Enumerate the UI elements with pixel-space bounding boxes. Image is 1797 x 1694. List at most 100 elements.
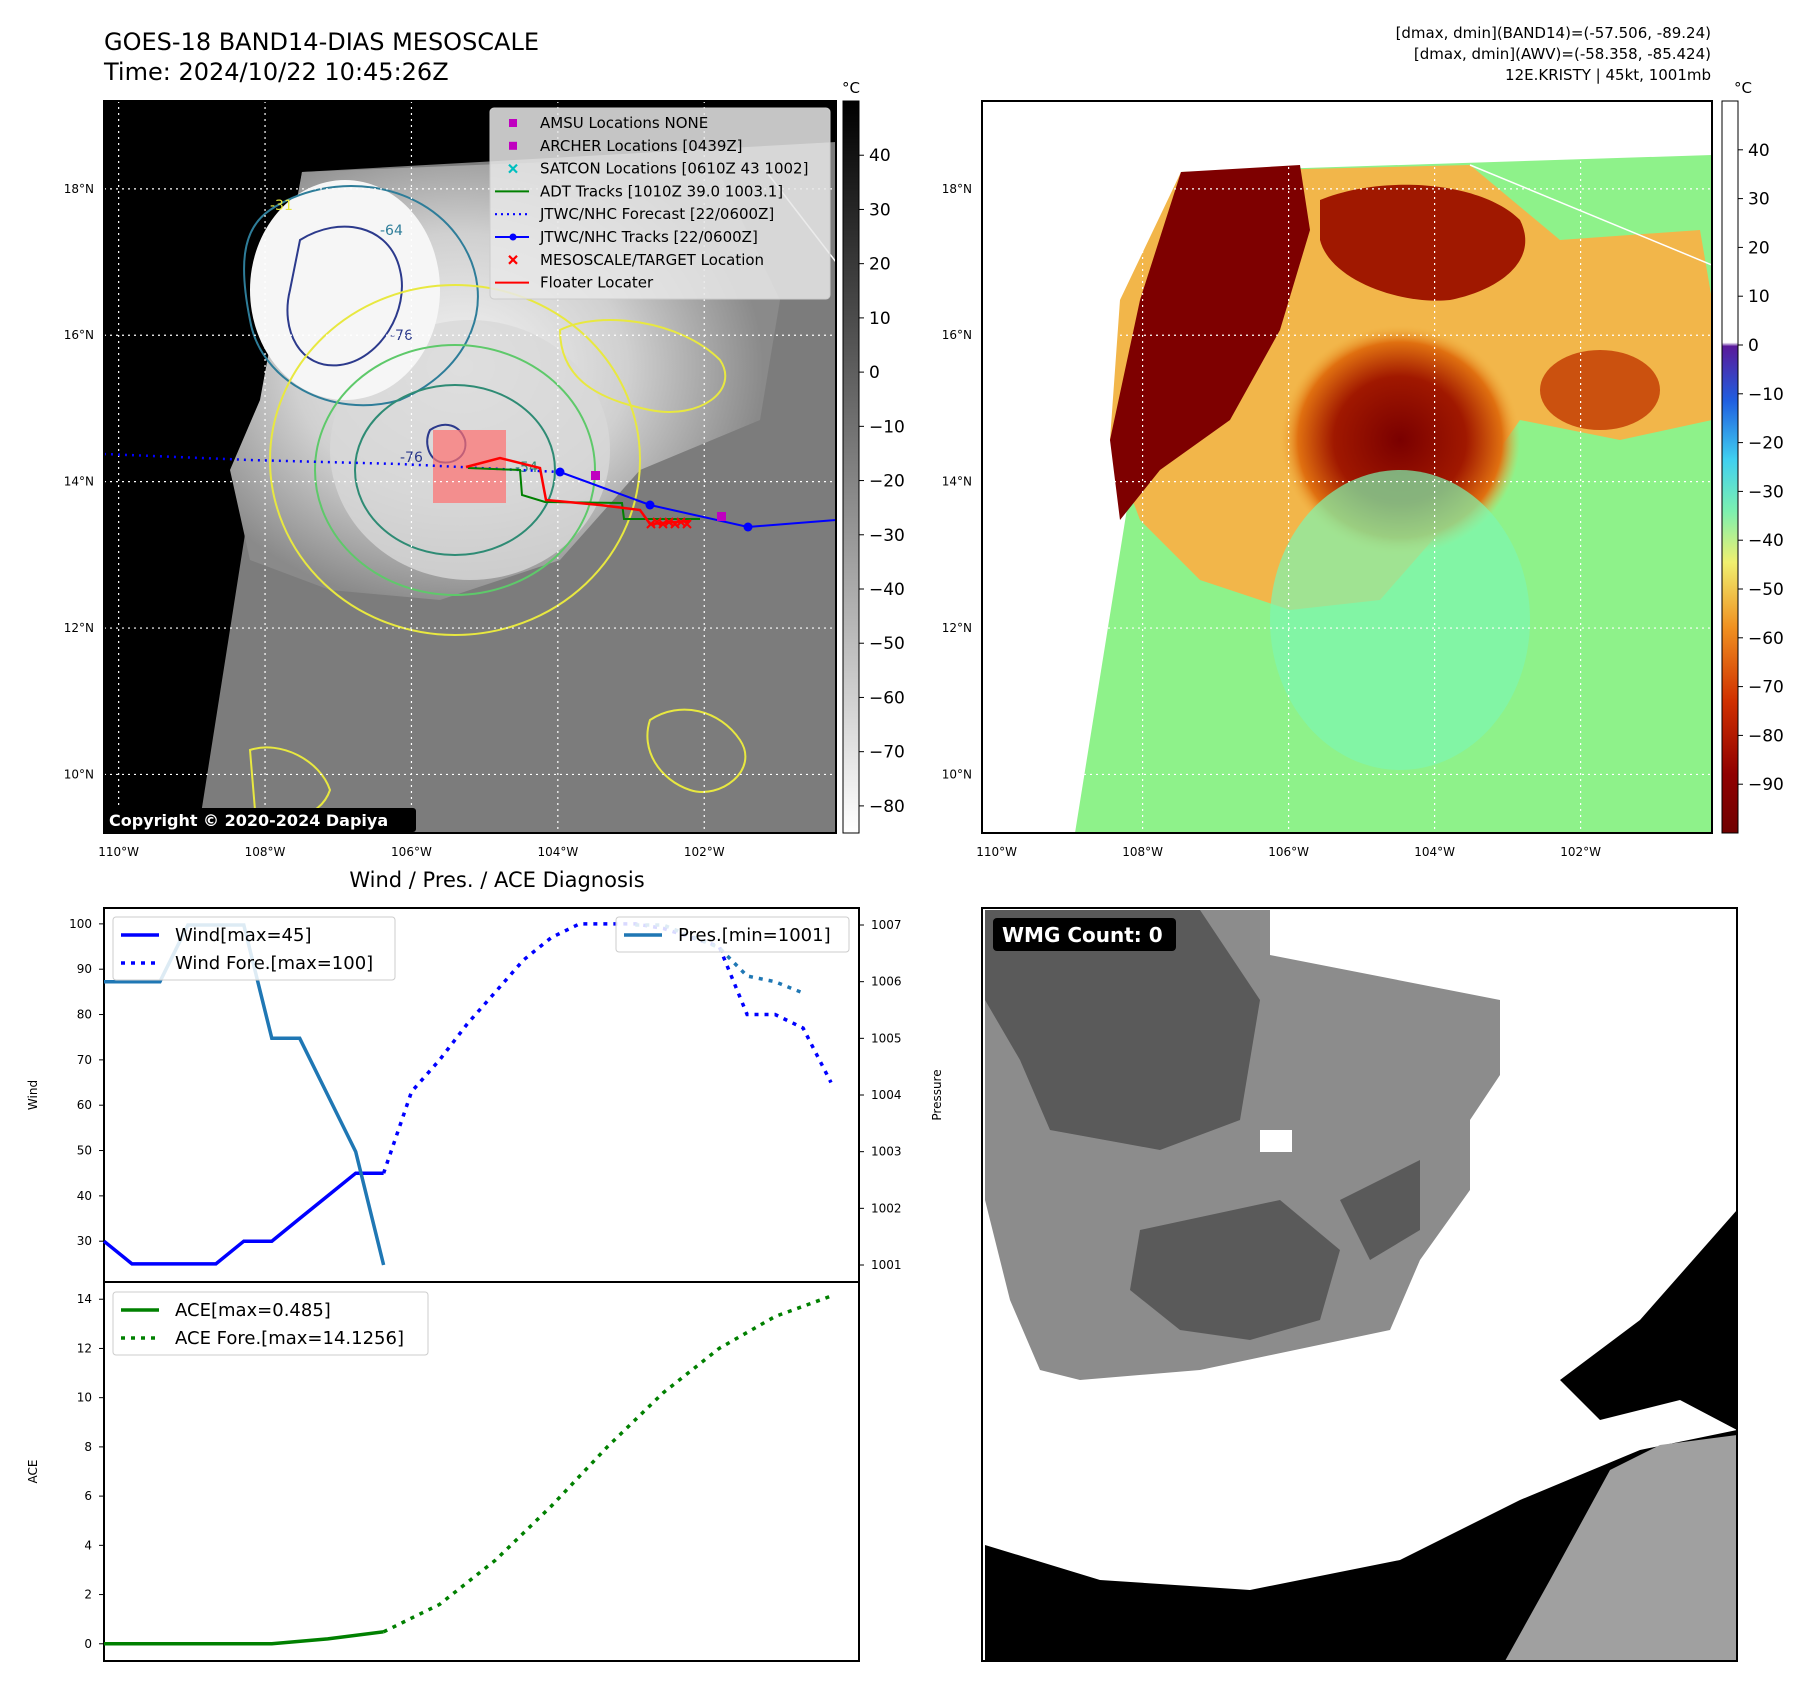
colorbar-tick-label: −20 [869, 472, 905, 492]
wv-lon-tick-label: 108°W [1122, 845, 1163, 859]
colorbar-tick-label: −50 [1748, 580, 1784, 600]
y-axis-label: ACE [26, 1460, 40, 1484]
figure-title: GOES-18 BAND14-DIAS MESOSCALE [104, 28, 539, 56]
wv-colorbar-scale [1721, 100, 1739, 834]
series-line [104, 1630, 384, 1646]
wv-axis-ticks: 110°W 108°W 106°W 104°W 102°W 18°N 16°N 14°N 12°… [942, 182, 1601, 859]
wv-lon-tick-label: 110°W [976, 845, 1017, 859]
y2-tick-label: 1006 [871, 975, 902, 989]
colorbar-tick-label: −60 [1748, 629, 1784, 649]
ir-contour-label-1: -76 [400, 450, 423, 466]
wmg-count-badge [993, 918, 1176, 951]
colorbar-tick-label: −40 [1748, 531, 1784, 551]
awv-range: [dmax, dmin](AWV)=(-58.358, -85.424) [1414, 45, 1711, 63]
colorbar-tick-label: −20 [1748, 434, 1784, 454]
ir-contour-label-3: -31 [270, 198, 293, 214]
ir-map-panel: -76 -54 -31 -64 -76 Copyright © 2020-202… [64, 100, 837, 859]
y2-tick-label: 1007 [871, 918, 902, 932]
y-tick-label: 14 [77, 1292, 92, 1306]
colorbar-tick-label: −50 [869, 634, 905, 654]
legend-marker-square [509, 141, 517, 150]
ir-lon-tick-label: 106°W [391, 845, 432, 859]
best-track-point [645, 500, 655, 510]
ace-chart: 0 2 4 6 8 10 12 14 ACE ACE[max=0.485] ACE Fore.[ma… [26, 1281, 860, 1662]
y-tick-label: 2 [84, 1588, 92, 1602]
wv-lat-tick-label: 18°N [942, 182, 972, 196]
legend-label: JTWC/NHC Tracks [22/0600Z] [539, 228, 758, 246]
y2-tick-label: 1002 [871, 1201, 902, 1215]
colorbar-tick-label: 0 [1748, 336, 1759, 356]
wv-coastline [1469, 164, 1712, 266]
colorbar-tick-label: −30 [869, 526, 905, 546]
series-line [102, 1171, 384, 1266]
y-tick-label: 4 [84, 1538, 92, 1552]
wv-colorbar-unit: °C [1734, 79, 1752, 97]
ir-lon-tick-label: 102°W [684, 845, 725, 859]
wv-lat-tick-label: 10°N [942, 767, 972, 781]
copyright-badge [104, 808, 416, 832]
copyright-text: Copyright © 2020-2024 Dapiya [109, 811, 388, 830]
wmg-count-text: WMG Count: 0 [1002, 923, 1163, 947]
y-tick-label: 8 [84, 1440, 92, 1454]
legend-marker-square [509, 119, 517, 127]
wmg-frame [981, 907, 1738, 1662]
ir-legend-box [489, 107, 831, 300]
chart-legend-label: Wind[max=45] [175, 925, 312, 946]
best-track-point [743, 522, 753, 532]
wmg-region-dark-east [1340, 1160, 1420, 1260]
colorbar-tick-label: 20 [1748, 238, 1770, 258]
colorbar-tick-label: 30 [1748, 190, 1770, 210]
y-tick-label: 100 [69, 917, 92, 931]
y-tick-label: 30 [77, 1234, 92, 1248]
legend-label: ARCHER Locations [0439Z] [540, 137, 743, 155]
colorbar-tick-label: −40 [869, 580, 905, 600]
colorbar-tick-label: 10 [1748, 287, 1770, 307]
y2-tick-label: 1004 [871, 1088, 902, 1102]
chart-legend-label: ACE Fore.[max=14.1256] [175, 1328, 404, 1349]
legend-label: MESOSCALE/TARGET Location [540, 251, 764, 269]
mesoscale-target-marker [682, 519, 692, 529]
y-tick-label: 0 [84, 1637, 92, 1651]
y-tick-label: 80 [77, 1008, 92, 1022]
wmg-region-gray-southeast [1505, 1435, 1737, 1661]
wv-cold-region-west [1110, 165, 1310, 520]
legend-marker-x [508, 255, 518, 265]
storm-info: 12E.KRISTY | 45kt, 1001mb [1505, 66, 1711, 84]
ir-colorbar-ticks: 40 30 20 10 0 −10 −20 −30 −40 −50 −60 −70 −80 [859, 146, 905, 817]
ir-colorbar-unit: °C [842, 79, 860, 97]
ir-contour-core-54 [314, 344, 596, 596]
legend-label: SATCON Locations [0610Z 43 1002] [540, 160, 808, 178]
legend-label: Floater Locater [540, 274, 654, 292]
ir-contour-east-band [558, 319, 727, 413]
colorbar-tick-label: −70 [1748, 678, 1784, 698]
y2-tick-label: 1001 [871, 1258, 902, 1272]
y2-axis-label: Pressure [930, 1069, 944, 1120]
wv-lat-tick-label: 16°N [942, 328, 972, 342]
ir-axis-ticks: 110°W 108°W 106°W 104°W 102°W 18°N 16°N 14°N 12°… [64, 182, 725, 859]
y-tick-label: 60 [77, 1098, 92, 1112]
legend-marker-x [508, 163, 518, 174]
wmg-panel: WMG Count: 0 [981, 907, 1738, 1662]
colorbar-tick-label: −10 [869, 417, 905, 437]
wv-gridlines [982, 101, 1712, 833]
colorbar-tick-label: −80 [1748, 726, 1784, 746]
colorbar-tick-label: −80 [869, 797, 905, 817]
ir-contour-north-inner [286, 225, 403, 367]
chart-legend-label: Pres.[min=1001] [678, 925, 831, 946]
best-track [559, 471, 836, 529]
ir-legend: AMSU Locations NONE ARCHER Locations [043… [489, 107, 831, 300]
colorbar-tick-label: −70 [869, 743, 905, 763]
wmg-region-dark-north [985, 910, 1260, 1150]
ir-lat-tick-label: 12°N [64, 621, 94, 635]
wv-lat-tick-label: 12°N [942, 621, 972, 635]
ir-contour-label-5: -76 [390, 328, 413, 344]
legend-label: ADT Tracks [1010Z 39.0 1003.1] [540, 182, 783, 200]
chart-legend-box [112, 916, 396, 981]
legend-label: JTWC/NHC Forecast [22/0600Z] [539, 205, 774, 223]
archer-location-marker [717, 512, 726, 521]
chart-legend-box [615, 916, 850, 953]
wv-lon-tick-label: 104°W [1414, 845, 1455, 859]
ir-colorbar: °C 40 30 20 10 0 −10 −20 −30 −40 −50 −60 −70 −80 [842, 79, 905, 834]
wv-colorbar: °C 40 30 20 10 0 −10 −20 −30 −40 −50 −60 −70 −80 −90 [1721, 79, 1784, 834]
